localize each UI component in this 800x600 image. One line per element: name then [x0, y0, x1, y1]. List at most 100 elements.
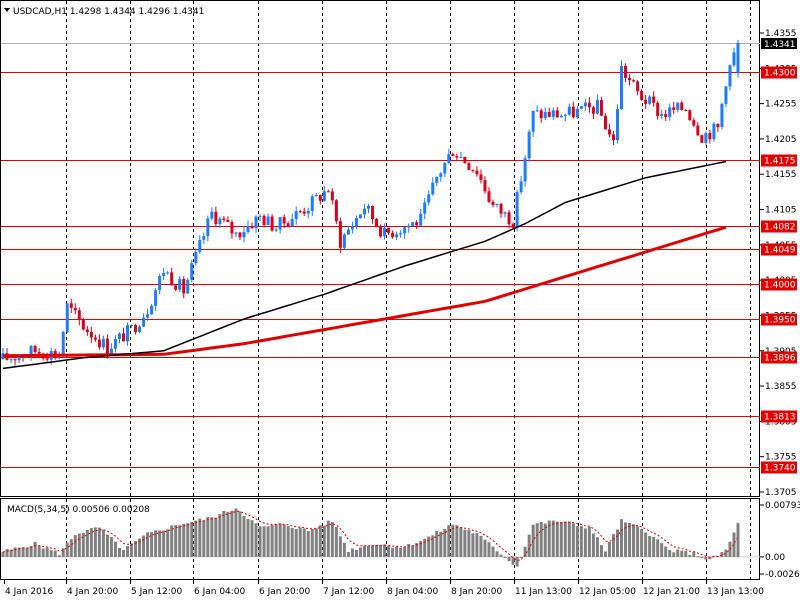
candle-body	[483, 180, 487, 192]
candle-body	[206, 218, 210, 237]
candle-body	[419, 213, 423, 226]
macd-bar	[206, 517, 210, 557]
macd-bar	[234, 508, 238, 557]
candle-body	[547, 112, 551, 117]
time-label: 8 Jan 20:00	[451, 587, 503, 597]
candle-body	[69, 303, 73, 308]
macd-bar	[415, 543, 419, 557]
macd-bar	[21, 547, 25, 557]
candle-body	[13, 359, 17, 361]
candle-body	[531, 110, 535, 132]
macd-bar	[57, 555, 61, 557]
candle-body	[463, 156, 467, 164]
candle-body	[511, 224, 515, 228]
candle-body	[399, 233, 403, 235]
current-price-label: 1.4341	[764, 40, 796, 50]
macd-bar	[455, 525, 459, 557]
level-label: 1.4049	[764, 246, 796, 256]
macd-histogram	[1, 508, 740, 567]
candle-body	[660, 114, 664, 116]
macd-bar	[700, 556, 704, 559]
macd-bar	[286, 526, 290, 557]
time-label: 5 Jan 12:00	[131, 587, 183, 597]
candle-body	[202, 236, 206, 240]
macd-bar	[310, 528, 314, 557]
macd-bar	[214, 517, 218, 557]
current-price-box	[761, 38, 797, 49]
macd-bar	[599, 545, 603, 557]
candlesticks	[1, 39, 740, 366]
candle-body	[728, 65, 732, 87]
candle-body	[503, 212, 507, 214]
candle-body	[266, 216, 270, 226]
candle-body	[383, 227, 387, 237]
macd-bar	[246, 519, 250, 557]
candle-body	[423, 202, 427, 214]
candle-body	[113, 338, 117, 349]
candle-body	[620, 65, 624, 110]
candle-body	[154, 290, 158, 306]
candle-body	[411, 222, 415, 226]
macd-bar	[194, 520, 198, 557]
candle-body	[720, 103, 724, 128]
candle-body	[648, 96, 652, 104]
macd-bar	[575, 526, 579, 557]
macd-bar	[519, 556, 523, 558]
time-label: 12 Jan 05:00	[579, 587, 636, 597]
candle-body	[535, 110, 539, 112]
candle-body	[575, 108, 579, 118]
candle-body	[190, 263, 194, 280]
macd-bar	[447, 525, 451, 557]
macd-bar	[65, 542, 69, 557]
price-tick-label: 1.4205	[765, 135, 797, 145]
candle-body	[491, 201, 495, 205]
candle-body	[471, 169, 475, 171]
candle-body	[379, 226, 383, 237]
candle-body	[391, 232, 395, 238]
candle-body	[170, 272, 174, 286]
candle-body	[146, 314, 150, 318]
macd-bar	[704, 556, 708, 560]
macd-bar	[708, 556, 712, 560]
macd-bar	[266, 526, 270, 557]
candle-body	[214, 211, 218, 224]
candle-body	[523, 158, 527, 182]
candle-body	[415, 222, 419, 226]
candle-body	[375, 218, 379, 227]
candle-body	[519, 181, 523, 192]
candle-body	[294, 211, 298, 220]
macd-bar	[515, 556, 519, 567]
macd-bar	[628, 522, 632, 557]
candle-body	[73, 307, 77, 311]
macd-bar	[692, 552, 696, 557]
macd-bar	[551, 520, 555, 557]
candle-body	[350, 226, 354, 230]
candle-body	[61, 332, 65, 357]
candle-body	[194, 251, 198, 264]
candle-body	[595, 99, 599, 114]
time-label: 4 Jan 20:00	[67, 587, 119, 597]
macd-bar	[222, 510, 226, 557]
current-price-marker: 1.4341	[761, 38, 797, 50]
level-label: 1.3813	[764, 413, 796, 423]
macd-bar	[121, 550, 125, 557]
candle-body	[45, 358, 49, 360]
level-label: 1.4000	[764, 281, 796, 291]
macd-label: MACD(5,34,5) 0.00506 0.00208	[7, 505, 150, 515]
candle-body	[85, 329, 89, 333]
candle-body	[222, 218, 226, 221]
chart-dropdown-icon[interactable]	[4, 8, 10, 12]
candle-body	[724, 86, 728, 104]
candle-body	[9, 359, 13, 361]
candle-body	[712, 123, 716, 140]
macd-bar	[543, 523, 547, 557]
level-label: 1.3740	[764, 464, 796, 474]
time-label: 12 Jan 21:00	[643, 587, 700, 597]
macd-bar	[732, 532, 736, 557]
candle-body	[371, 205, 375, 219]
macd-bar	[178, 525, 182, 557]
candle-body	[555, 110, 559, 118]
macd-bar	[290, 527, 294, 557]
candle-body	[676, 102, 680, 110]
candle-body	[362, 208, 366, 215]
